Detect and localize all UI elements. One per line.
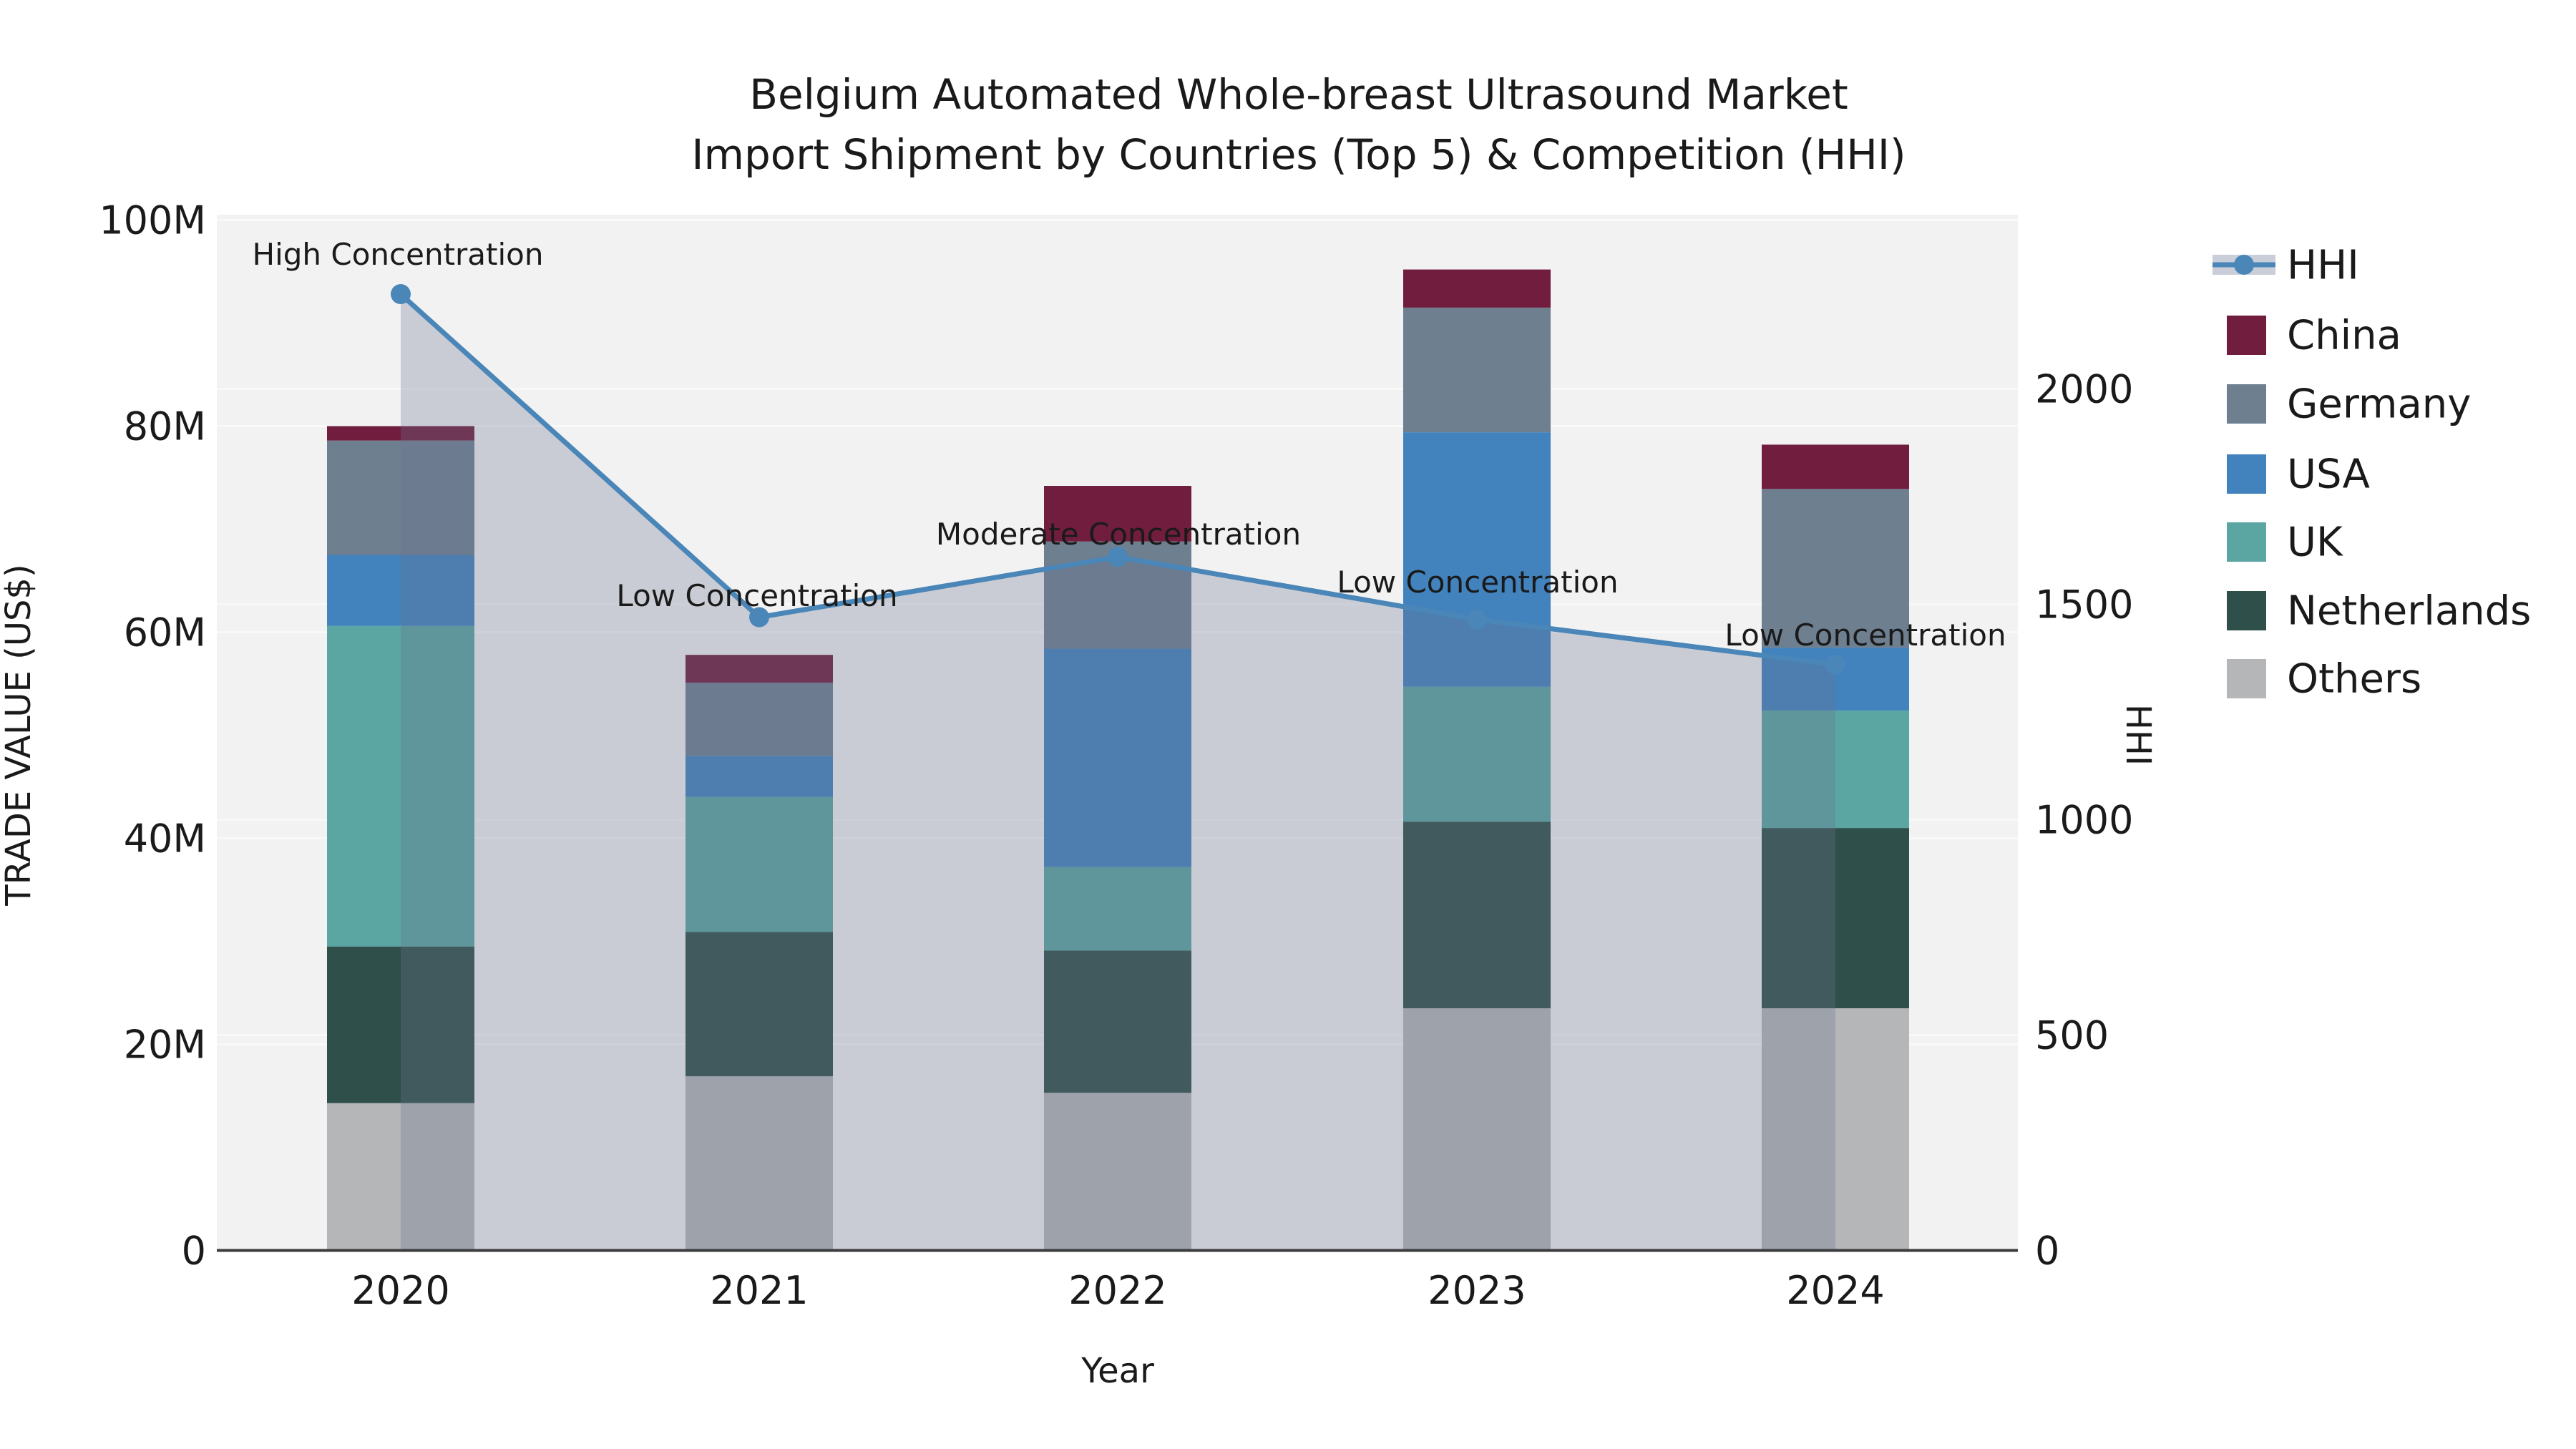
legend-swatch-germany	[2227, 384, 2266, 424]
legend-label-usa: USA	[2287, 452, 2370, 498]
hhi-line	[391, 284, 1845, 675]
bar-segment-china-2024	[1762, 444, 1909, 489]
y-right-axis-title: HHI	[2118, 704, 2158, 766]
bar-segment-netherlands-2024	[1762, 828, 1909, 1009]
annotation-2020: High Concentration	[253, 237, 544, 272]
x-axis-title: Year	[1080, 1351, 1154, 1391]
y-left-tick-20M: 20M	[124, 1022, 206, 1067]
bar-segment-netherlands-2023	[1403, 821, 1551, 1009]
y-left-tick-60M: 60M	[124, 610, 206, 655]
bar-segment-usa-2022	[1044, 648, 1191, 867]
legend-label-hhi: HHI	[2287, 243, 2359, 289]
bar-segment-uk-2024	[1762, 710, 1909, 829]
legend-label-netherlands: Netherlands	[2287, 588, 2531, 635]
legend-swatch-others	[2227, 659, 2266, 698]
x-tick-2021: 2021	[710, 1268, 808, 1313]
legend-swatch-china	[2227, 316, 2266, 355]
bar-segment-germany-2023	[1403, 307, 1551, 433]
bar-segment-uk-2023	[1403, 686, 1551, 822]
bar-segment-china-2021	[686, 655, 833, 683]
bar-segment-netherlands-2022	[1044, 950, 1191, 1093]
chart-title-line2: Import Shipment by Countries (Top 5) & C…	[691, 130, 1906, 179]
bar-segment-china-2020	[327, 426, 474, 441]
y-right-tick-500: 500	[2035, 1013, 2109, 1058]
hhi-marker-2024	[1825, 654, 1845, 675]
legend-swatch-uk	[2227, 522, 2266, 562]
legend-hhi-marker-sample	[2234, 255, 2254, 275]
legend-label-china: China	[2287, 313, 2401, 359]
hhi-marker-2023	[1467, 609, 1487, 630]
bar-segment-germany-2020	[327, 440, 474, 555]
x-tick-2024: 2024	[1786, 1268, 1884, 1313]
bar-segment-usa-2020	[327, 555, 474, 626]
annotations: High Concentration Low Concentration Moder…	[253, 237, 2006, 653]
x-tick-2020: 2020	[351, 1268, 449, 1313]
y-right-tick-1000: 1000	[2035, 797, 2133, 842]
legend-label-germany: Germany	[2287, 381, 2471, 428]
bar-segment-china-2023	[1403, 269, 1551, 308]
chart-title-line1: Belgium Automated Whole-breast Ultrasoun…	[749, 70, 1848, 119]
bar-segment-china-2022	[1044, 486, 1191, 542]
y-left-tick-0: 0	[182, 1228, 206, 1273]
hhi-area-polygon	[401, 294, 1835, 1251]
bar-segment-usa-2021	[686, 756, 833, 797]
bar-segment-uk-2020	[327, 625, 474, 947]
hhi-marker-2020	[391, 284, 411, 305]
y-right-tick-1500: 1500	[2035, 582, 2133, 627]
hhi-marker-2021	[749, 607, 769, 628]
y-left-tick-100M: 100M	[99, 197, 206, 243]
y-left-tick-80M: 80M	[124, 404, 206, 449]
hhi-area-fill	[401, 294, 1835, 1251]
axis-tick-labels: 0 20M 40M 60M 80M 100M 0 500 1000 1500 2000 2020 202…	[99, 197, 2133, 1313]
bar-segment-others-2023	[1403, 1008, 1551, 1251]
y-left-tick-40M: 40M	[124, 816, 206, 861]
y-right-tick-0: 0	[2035, 1228, 2059, 1273]
bar-segment-uk-2022	[1044, 867, 1191, 951]
bar-segment-usa-2023	[1403, 432, 1551, 687]
legend-label-others: Others	[2287, 656, 2421, 703]
x-tick-2022: 2022	[1068, 1268, 1166, 1313]
annotation-2022: Moderate Concentration	[936, 517, 1301, 552]
stacked-bars	[327, 269, 1909, 1251]
y-right-tick-2000: 2000	[2035, 366, 2133, 411]
bar-segment-others-2021	[686, 1076, 833, 1251]
bar-segment-uk-2021	[686, 796, 833, 932]
bar-segment-netherlands-2020	[327, 946, 474, 1103]
x-tick-2023: 2023	[1428, 1268, 1526, 1313]
y-left-axis-title: TRADE VALUE (US$)	[0, 564, 39, 906]
hhi-marker-2022	[1108, 547, 1128, 567]
legend-swatch-netherlands	[2227, 591, 2266, 630]
annotation-2024: Low Concentration	[1724, 618, 2006, 653]
legend-swatch-usa	[2227, 454, 2266, 494]
bar-segment-netherlands-2021	[686, 932, 833, 1077]
bar-segment-germany-2024	[1762, 489, 1909, 648]
bar-segment-others-2022	[1044, 1093, 1191, 1251]
legend-label-uk: UK	[2287, 519, 2343, 566]
bar-segment-others-2020	[327, 1103, 474, 1251]
bar-segment-germany-2021	[686, 683, 833, 756]
annotation-2023: Low Concentration	[1337, 565, 1618, 600]
annotation-2021: Low Concentration	[616, 578, 897, 613]
bar-segment-others-2024	[1762, 1008, 1909, 1251]
legend: HHI China Germany USA UK Netherlands Others	[2212, 243, 2531, 703]
